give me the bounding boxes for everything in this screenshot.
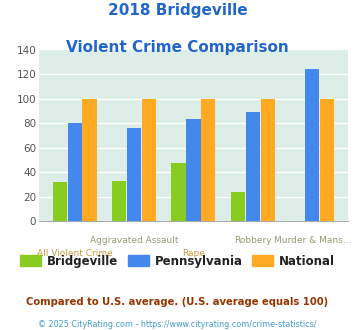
Legend: Bridgeville, Pennsylvania, National: Bridgeville, Pennsylvania, National [16, 251, 339, 271]
Text: Rape: Rape [182, 249, 205, 258]
Bar [261, 99, 275, 221]
Bar [186, 119, 201, 221]
Text: Violent Crime Comparison: Violent Crime Comparison [66, 40, 289, 54]
Bar [231, 192, 245, 221]
Bar [82, 99, 97, 221]
Text: Aggravated Assault: Aggravated Assault [90, 236, 178, 245]
Text: 2018 Bridgeville: 2018 Bridgeville [108, 3, 247, 18]
Bar [67, 123, 82, 221]
Text: All Violent Crime: All Violent Crime [37, 249, 113, 258]
Bar [112, 181, 126, 221]
Bar [53, 182, 67, 221]
Bar [201, 99, 215, 221]
Text: Robbery: Robbery [234, 236, 272, 245]
Text: Murder & Mans...: Murder & Mans... [274, 236, 351, 245]
Bar [320, 99, 334, 221]
Bar [127, 128, 141, 221]
Bar [305, 69, 320, 221]
Bar [171, 163, 186, 221]
Bar [246, 112, 260, 221]
Bar [142, 99, 156, 221]
Text: © 2025 CityRating.com - https://www.cityrating.com/crime-statistics/: © 2025 CityRating.com - https://www.city… [38, 320, 317, 329]
Text: Compared to U.S. average. (U.S. average equals 100): Compared to U.S. average. (U.S. average … [26, 297, 329, 307]
